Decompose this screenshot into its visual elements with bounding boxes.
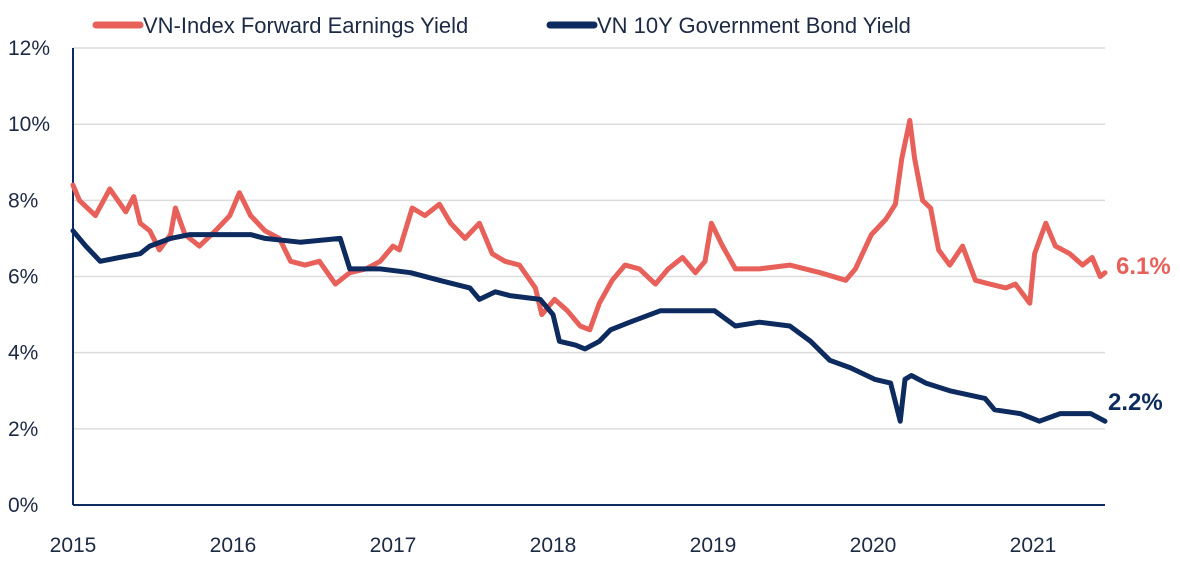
series-line-bond-yield — [70, 228, 1108, 424]
y-tick-label: 2% — [8, 418, 38, 441]
x-tick-label: 2016 — [210, 534, 257, 557]
y-axis-ticks: 0% 2% 4% 6% 8% 10% 12% — [8, 37, 50, 517]
x-tick-label: 2018 — [530, 534, 577, 557]
x-tick-label: 2015 — [50, 534, 97, 557]
legend: VN-Index Forward Earnings Yield VN 10Y G… — [92, 13, 911, 38]
series-line-earnings-yield — [70, 117, 1108, 333]
end-label-bond-yield: 2.2% — [1108, 389, 1163, 416]
x-tick-label: 2019 — [690, 534, 737, 557]
x-tick-label: 2020 — [850, 534, 897, 557]
x-tick-label: 2017 — [370, 534, 417, 557]
y-tick-label: 0% — [8, 494, 38, 517]
x-axis-ticks: 2015 2016 2017 2018 2019 2020 2021 — [50, 534, 1057, 557]
y-tick-label: 4% — [8, 342, 38, 365]
y-tick-label: 12% — [8, 37, 50, 60]
y-tick-label: 8% — [8, 189, 38, 212]
end-label-earnings-yield: 6.1% — [1116, 253, 1171, 280]
y-tick-label: 6% — [8, 266, 38, 289]
y-tick-label: 10% — [8, 113, 50, 136]
legend-label-bond-yield: VN 10Y Government Bond Yield — [597, 13, 911, 38]
x-tick-label: 2021 — [1010, 534, 1057, 557]
series-lines — [70, 117, 1108, 424]
gridlines — [73, 47, 1105, 506]
legend-label-earnings-yield: VN-Index Forward Earnings Yield — [143, 13, 468, 38]
